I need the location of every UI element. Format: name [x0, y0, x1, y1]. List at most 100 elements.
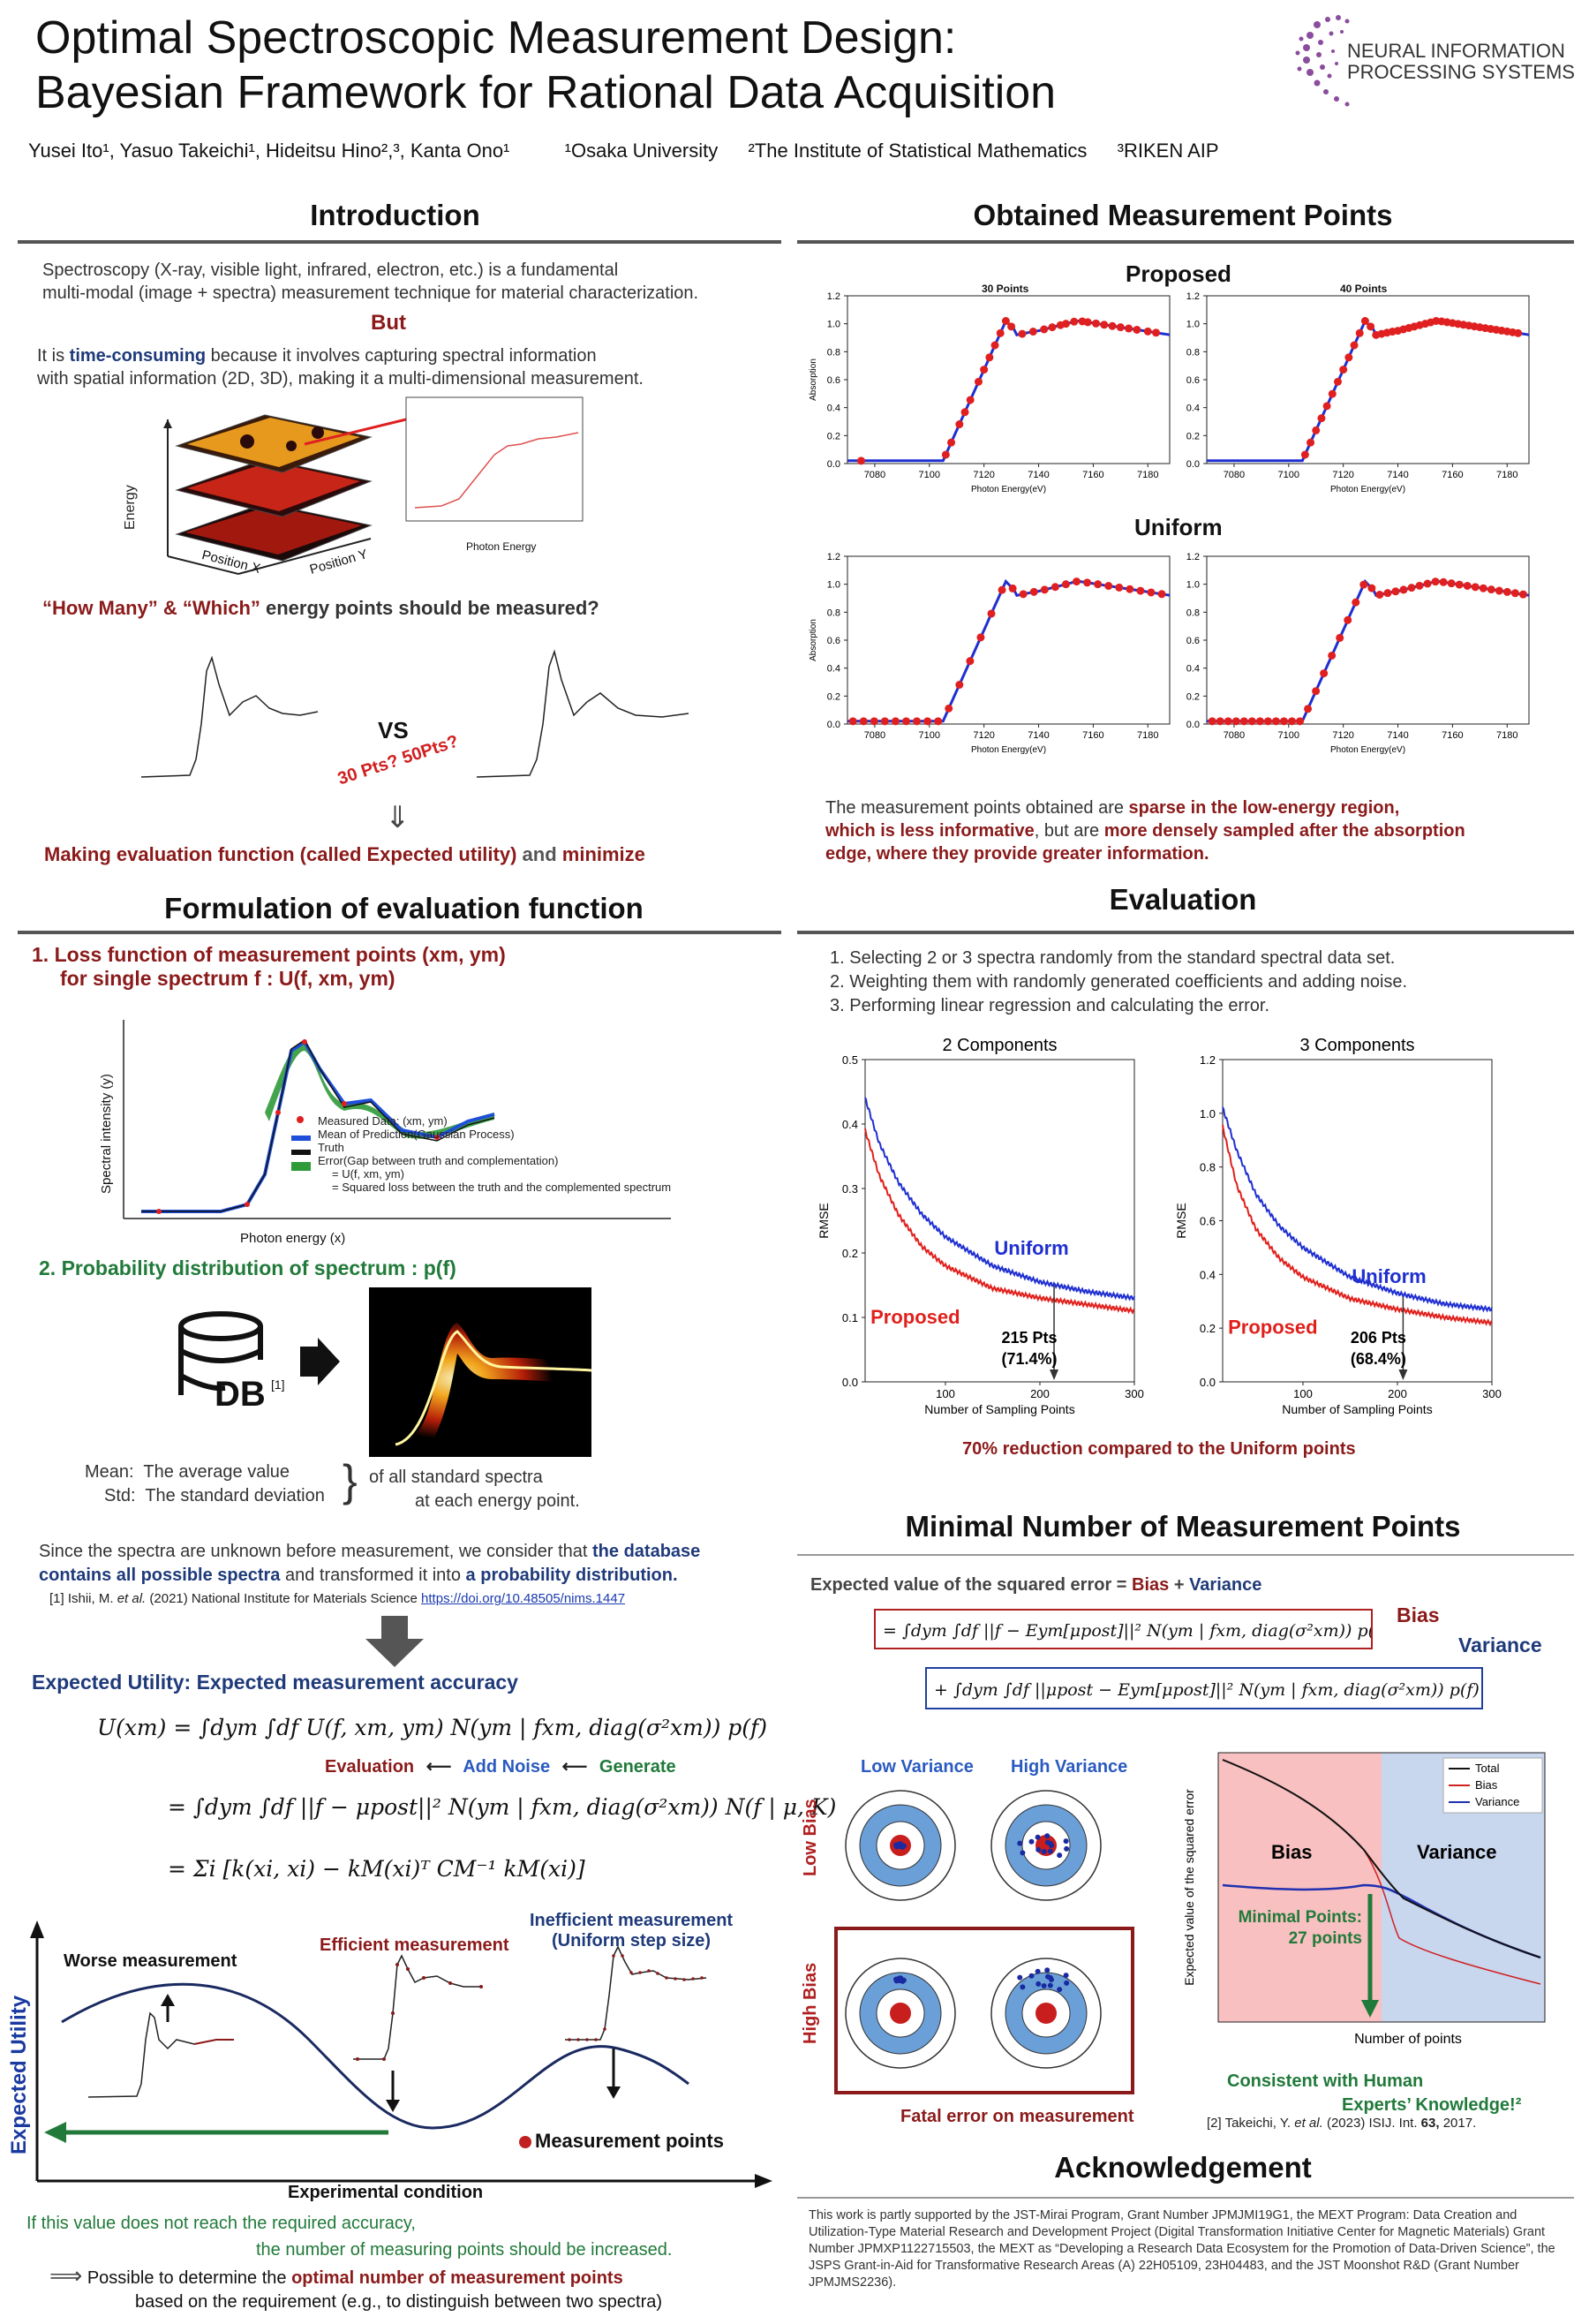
lead-plus: + — [1169, 1575, 1190, 1595]
measurement-point — [1239, 717, 1248, 726]
ref1-pre: [1] Ishii, M. — [49, 1591, 117, 1606]
ytick-label: 1.2 — [1186, 291, 1200, 302]
xaxis-label: Photon Energy(eV) — [971, 745, 1046, 755]
evaluation-steps: 1. Selecting 2 or 3 spectra randomly fro… — [830, 947, 1407, 1018]
xtick-label: 7140 — [1028, 730, 1049, 741]
xtick-label: 200 — [1388, 1387, 1407, 1400]
measurement-point — [976, 633, 985, 642]
brace-text: of all standard spectra at each energy p… — [369, 1466, 580, 1513]
xanes-panel-uniform-30: 0.0 0.2 0.4 0.6 0.8 1.0 1.2 7080 7100 7120 7140 716… — [809, 552, 1171, 755]
ytick-label: 0.2 — [1186, 431, 1200, 441]
legend-label: Variance — [1475, 1795, 1519, 1808]
ytick-label: 0.2 — [842, 1247, 858, 1260]
annotation-sub: (68.4%) — [1351, 1350, 1406, 1368]
legend-measured: Measured Data: (xm, ym) — [318, 1114, 448, 1128]
xtick-label: 7080 — [1224, 730, 1245, 741]
target-4 — [990, 1958, 1102, 2069]
proposed-heading: Proposed — [1126, 260, 1231, 287]
p2-pre: It is — [37, 346, 70, 366]
measurement-point — [1336, 633, 1344, 642]
measurement-point — [1317, 414, 1326, 423]
item2: 2. Probability distribution of spectrum … — [39, 1256, 456, 1279]
xaxis-label: Number of Sampling Points — [924, 1402, 1074, 1416]
intro-conclusion: Making evaluation function (called Expec… — [44, 843, 645, 866]
ref1-link[interactable]: https://doi.org/10.48505/nims.1447 — [421, 1591, 626, 1606]
measurement-point — [1051, 583, 1059, 592]
measurement-point — [966, 657, 975, 666]
db-ref: [1] — [271, 1377, 285, 1392]
intro-question: “How Many” & “Which” energy points shoul… — [42, 597, 599, 620]
measurement-point — [960, 408, 969, 417]
xanes-panel-uniform-40: 0.0 0.2 0.4 0.6 0.8 1.0 1.2 7080 7100 7120 7140 716… — [1186, 552, 1530, 755]
ack-title: Acknowledgement — [1054, 2151, 1312, 2184]
ytick-label: 0.4 — [827, 404, 840, 414]
ref1: [1] Ishii, M. et al. (2021) National Ins… — [49, 1591, 625, 1606]
series-label-uniform: Uniform — [1352, 1265, 1426, 1287]
target-1 — [845, 1790, 956, 1901]
region-label-variance: Variance — [1417, 1841, 1497, 1863]
since-pre: Since the spectra are unknown before mea… — [39, 1542, 593, 1561]
poster-title: Optimal Spectroscopic Measurement Design… — [35, 11, 1056, 120]
spectra-density-heatmap — [369, 1287, 591, 1457]
low-var-label: Low Variance — [861, 1757, 974, 1777]
yaxis-label: RMSE — [1174, 1203, 1188, 1238]
measurement-point — [1091, 319, 1100, 328]
xtick-label: 7140 — [1387, 730, 1408, 741]
ack-text: This work is partly supported by the JST… — [809, 2208, 1555, 2290]
annotation-label: 206 Pts — [1351, 1329, 1406, 1347]
high-bias-label: High Bias — [801, 1962, 820, 2044]
measurement-point — [987, 609, 996, 618]
xtick-label: 7120 — [973, 730, 994, 741]
rmse-chart-2-components: 2 Components 0.0 0.1 0.2 0.3 0.4 0.5 100 200 300 N… — [817, 1036, 1144, 1416]
ytick-label: 0.8 — [1186, 347, 1200, 358]
ack-rule — [797, 2197, 1574, 2199]
measurement-point — [947, 438, 956, 447]
ytick-label: 0.2 — [827, 431, 840, 441]
measurement-point — [848, 717, 857, 726]
measurement-point — [1061, 580, 1070, 589]
measurement-point — [1070, 317, 1079, 326]
desc2-bold: which is less informative — [825, 821, 1035, 841]
ytick-label: 0.8 — [1200, 1161, 1216, 1174]
ytick-label: 1.2 — [827, 291, 840, 302]
xtick-label: 7180 — [1137, 730, 1158, 741]
spectrum-line — [847, 318, 1171, 463]
utility-curve — [61, 1982, 689, 2130]
ytick-label: 0.6 — [827, 636, 840, 646]
logo-line-1: NEURAL INFORMATION — [1347, 40, 1565, 62]
measurement-point — [1108, 321, 1117, 330]
xanes-panel-proposed-30: 0.0 0.2 0.4 0.6 0.8 1.0 1.2 7080 7100 7120 7140 716… — [809, 291, 1171, 494]
p2-bold: time-consuming — [69, 346, 207, 366]
xtick-label: 7160 — [1442, 470, 1463, 480]
xtick-label: 100 — [1293, 1387, 1313, 1400]
measurement-point — [1143, 327, 1152, 336]
consistent-line2: Experts’ Knowledge!² — [1342, 2095, 1522, 2115]
ytick-label: 0.3 — [842, 1182, 858, 1196]
map-layer-top — [175, 414, 373, 473]
minimal-arrowhead — [1361, 2000, 1379, 2018]
exp-xlabel: Experimental condition — [288, 2183, 484, 2202]
ytick-label: 0.1 — [842, 1311, 858, 1324]
measurement-point — [1116, 323, 1125, 332]
measurement-point — [955, 420, 964, 429]
neurips-logo-icon — [1295, 15, 1350, 107]
yaxis-label: RMSE — [817, 1203, 831, 1238]
measurement-point — [1399, 585, 1408, 594]
measurement-point — [1328, 389, 1337, 398]
ytick-label: 0.0 — [827, 720, 840, 730]
desc2-mid: , but are — [1034, 821, 1104, 841]
noise-label: Add Noise — [463, 1757, 551, 1777]
minimal-title: Minimal Number of Measurement Points — [905, 1510, 1461, 1543]
ytick-label: 0.4 — [1200, 1268, 1216, 1281]
std-text: The standard deviation — [145, 1486, 325, 1505]
efficient-label: Efficient measurement — [320, 1935, 509, 1955]
plot-frame — [864, 1059, 1135, 1383]
ytick-label: 0.8 — [827, 347, 840, 358]
desc1-pre: The measurement points obtained are — [825, 798, 1129, 818]
ytick-label: 1.0 — [1200, 1107, 1216, 1120]
neurips-logo-text: NEURAL INFORMATION PROCESSING SYSTEMS — [1347, 41, 1575, 83]
eq1: U(xm) = ∫dym ∫df U(f, xm, ym) N(ym | fxm… — [97, 1715, 768, 1740]
ref1-post: (2021) National Institute for Materials … — [146, 1591, 422, 1606]
variance-equation: + ∫dym ∫df ||μpost − Eym[μpost]||² N(ym … — [925, 1667, 1483, 1709]
legend-mean: Mean of Prediction(Gaussian Process) — [318, 1128, 515, 1141]
